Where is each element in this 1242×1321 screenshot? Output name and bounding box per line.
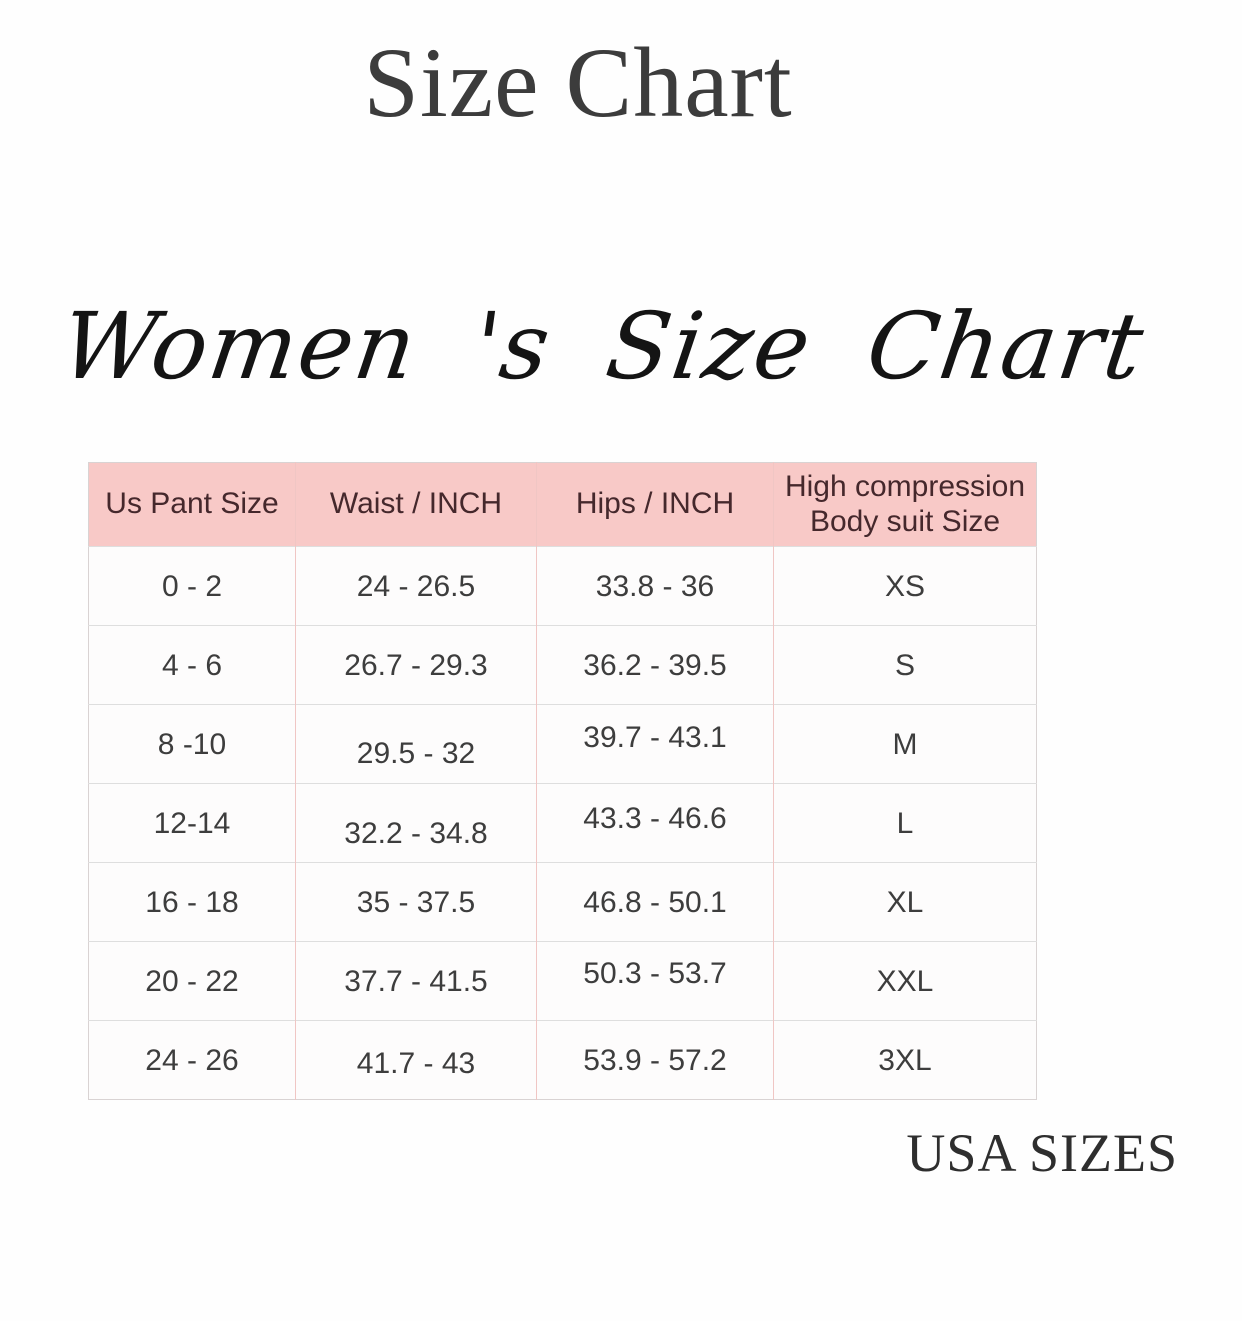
cell-text: 33.8 - 36 xyxy=(595,569,715,603)
table-cell: 43.3 - 46.6 xyxy=(536,783,774,863)
cell-text: 39.7 - 43.1 xyxy=(583,720,727,754)
table-cell: 35 - 37.5 xyxy=(295,862,537,942)
cell-text: 46.8 - 50.1 xyxy=(583,885,727,919)
table-row: 4 - 6 26.7 - 29.3 36.2 - 39.5 S xyxy=(88,625,1037,705)
cell-text: 24 - 26.5 xyxy=(356,569,476,603)
table-row: 16 - 18 35 - 37.5 46.8 - 50.1 XL xyxy=(88,862,1037,942)
table-cell: 41.7 - 43 xyxy=(295,1020,537,1100)
size-table: Us Pant Size Waist / INCH Hips / INCH High … xyxy=(88,462,1037,1100)
cell-text: M xyxy=(892,727,918,761)
cell-text: 53.9 - 57.2 xyxy=(583,1043,727,1077)
cell-text: 50.3 - 53.7 xyxy=(583,956,727,990)
table-cell: 32.2 - 34.8 xyxy=(295,783,537,863)
cell-text: 35 - 37.5 xyxy=(356,885,476,919)
table-cell: 50.3 - 53.7 xyxy=(536,941,774,1021)
table-cell: 26.7 - 29.3 xyxy=(295,625,537,705)
table-cell: 4 - 6 xyxy=(88,625,296,705)
cell-text: 43.3 - 46.6 xyxy=(583,801,727,835)
cell-text: 20 - 22 xyxy=(145,964,239,998)
table-row: 24 - 26 41.7 - 43 53.9 - 57.2 3XL xyxy=(88,1020,1037,1100)
cell-text: XXL xyxy=(876,964,934,998)
cell-text: 41.7 - 43 xyxy=(356,1046,476,1080)
table-cell: 33.8 - 36 xyxy=(536,546,774,626)
column-header: Us Pant Size xyxy=(88,462,296,547)
column-header: Hips / INCH xyxy=(536,462,774,547)
cell-text: 16 - 18 xyxy=(145,885,239,919)
womens-size-chart-heading: Women 's Size Chart xyxy=(54,293,1152,400)
table-cell: 16 - 18 xyxy=(88,862,296,942)
cell-text: 12-14 xyxy=(153,806,231,840)
cell-text: High compression Body suit Size xyxy=(784,469,1026,538)
page-title: Size Chart xyxy=(363,27,793,138)
table-row: 20 - 22 37.7 - 41.5 50.3 - 53.7 XXL xyxy=(88,941,1037,1021)
table-cell: XXL xyxy=(773,941,1037,1021)
cell-text: 36.2 - 39.5 xyxy=(583,648,727,682)
cell-text: 24 - 26 xyxy=(145,1043,239,1077)
cell-text: XS xyxy=(884,569,926,603)
table-cell: 24 - 26.5 xyxy=(295,546,537,626)
table-cell: 3XL xyxy=(773,1020,1037,1100)
column-header: Waist / INCH xyxy=(295,462,537,547)
table-cell: XL xyxy=(773,862,1037,942)
table-cell: 0 - 2 xyxy=(88,546,296,626)
cell-text: 0 - 2 xyxy=(161,569,223,603)
cell-text: 3XL xyxy=(878,1043,932,1077)
cell-text: 4 - 6 xyxy=(161,648,223,682)
cell-text: XL xyxy=(886,885,924,919)
table-cell: 8 -10 xyxy=(88,704,296,784)
cell-text: L xyxy=(896,806,914,840)
cell-text: Hips / INCH xyxy=(575,487,735,521)
table-header-row: Us Pant Size Waist / INCH Hips / INCH High … xyxy=(88,462,1037,547)
cell-text: 8 -10 xyxy=(157,727,227,761)
table-cell: L xyxy=(773,783,1037,863)
table-cell: 24 - 26 xyxy=(88,1020,296,1100)
table-row: 8 -10 29.5 - 32 39.7 - 43.1 M xyxy=(88,704,1037,784)
cell-text: 37.7 - 41.5 xyxy=(344,964,488,998)
table-row: 12-14 32.2 - 34.8 43.3 - 46.6 L xyxy=(88,783,1037,863)
table-cell: 36.2 - 39.5 xyxy=(536,625,774,705)
table-cell: 37.7 - 41.5 xyxy=(295,941,537,1021)
table-cell: 46.8 - 50.1 xyxy=(536,862,774,942)
cell-text: Waist / INCH xyxy=(329,487,503,521)
table-cell: M xyxy=(773,704,1037,784)
table-cell: XS xyxy=(773,546,1037,626)
table-cell: 53.9 - 57.2 xyxy=(536,1020,774,1100)
cell-text: S xyxy=(894,648,915,682)
table-cell: 29.5 - 32 xyxy=(295,704,537,784)
usa-sizes-label: USA SIZES xyxy=(906,1123,1178,1183)
table-cell: S xyxy=(773,625,1037,705)
table-cell: 20 - 22 xyxy=(88,941,296,1021)
table-cell: 39.7 - 43.1 xyxy=(536,704,774,784)
cell-text: 29.5 - 32 xyxy=(356,736,476,770)
cell-text: 26.7 - 29.3 xyxy=(344,648,488,682)
table-row: 0 - 2 24 - 26.5 33.8 - 36 XS xyxy=(88,546,1037,626)
table-cell: 12-14 xyxy=(88,783,296,863)
column-header: High compression Body suit Size xyxy=(773,462,1037,547)
cell-text: 32.2 - 34.8 xyxy=(344,816,488,850)
cell-text: Us Pant Size xyxy=(105,487,279,521)
